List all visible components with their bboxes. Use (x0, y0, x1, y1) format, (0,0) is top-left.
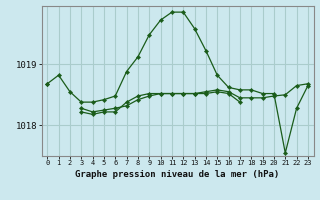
X-axis label: Graphe pression niveau de la mer (hPa): Graphe pression niveau de la mer (hPa) (76, 170, 280, 179)
